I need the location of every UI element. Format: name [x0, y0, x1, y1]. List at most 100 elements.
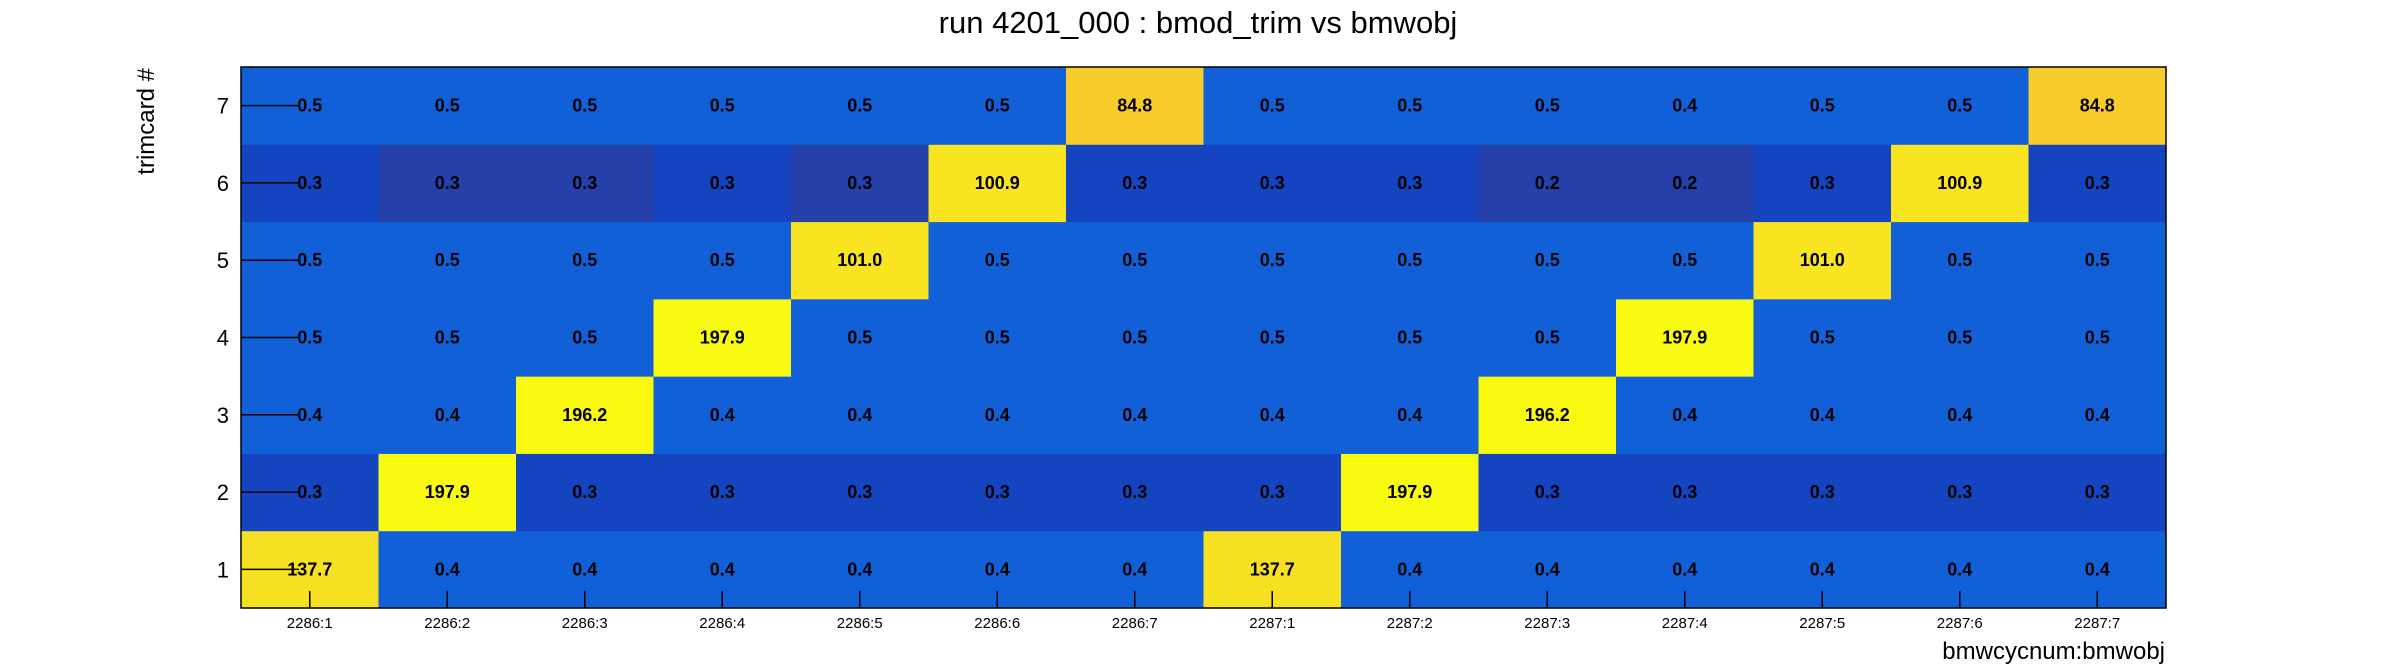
cell-value-label: 0.4: [572, 559, 597, 579]
cell-value-label: 0.4: [2085, 405, 2110, 425]
cell-value-label: 196.2: [562, 405, 607, 425]
heatmap-cell: [1066, 453, 1204, 532]
heatmap-cell: [2028, 144, 2167, 223]
cell-value-label: 0.3: [985, 482, 1010, 502]
cell-value-label: 100.9: [975, 173, 1020, 193]
cell-value-label: 0.2: [1672, 173, 1697, 193]
cell-value-label: 0.5: [572, 96, 597, 116]
heatmap-cell: [1616, 67, 1754, 145]
cell-value-label: 0.4: [435, 559, 460, 579]
cell-value-label: 197.9: [1387, 482, 1432, 502]
heatmap-cell: [653, 67, 792, 145]
heatmap-cell: [1891, 376, 2029, 454]
cell-value-label: 0.3: [847, 173, 872, 193]
cell-value-label: 0.4: [1397, 405, 1422, 425]
heatmap-cell: [791, 144, 929, 223]
cell-value-label: 0.3: [1260, 173, 1285, 193]
heatmap-cell: [516, 376, 654, 454]
cell-value-label: 0.5: [985, 250, 1010, 270]
heatmap-cell: [928, 453, 1067, 532]
heatmap-cell: [378, 376, 517, 454]
x-tick-label: 2287:4: [1662, 615, 1708, 632]
cell-value-label: 0.3: [2085, 482, 2110, 502]
heatmap-cell: [1753, 67, 1892, 145]
cell-value-label: 0.3: [847, 482, 872, 502]
cell-value-label: 137.7: [287, 559, 332, 579]
heatmap-cell: [653, 376, 792, 454]
heatmap-cell: [2028, 298, 2167, 377]
cell-value-label: 0.4: [2085, 559, 2110, 579]
x-tick-label: 2286:1: [287, 615, 333, 632]
heatmap-cell: [1616, 298, 1754, 377]
y-tick-label: 4: [217, 326, 229, 351]
cell-value-label: 0.3: [710, 173, 735, 193]
x-tick-label: 2287:5: [1799, 615, 1845, 632]
heatmap-cell: [1341, 376, 1479, 454]
y-tick-label: 5: [217, 248, 229, 273]
heatmap-cell: [1341, 298, 1479, 377]
heatmap-cell: [653, 221, 792, 300]
heatmap-cell: [1341, 221, 1479, 300]
cell-value-label: 0.3: [572, 173, 597, 193]
heatmap-cell: [653, 298, 792, 377]
cell-value-label: 0.5: [1810, 328, 1835, 348]
heatmap-cell: [1753, 453, 1892, 532]
cell-value-label: 0.5: [435, 96, 460, 116]
cell-value-label: 0.4: [710, 405, 735, 425]
heatmap-cell: [791, 67, 929, 145]
cell-value-label: 137.7: [1250, 559, 1295, 579]
heatmap-cell: [928, 376, 1067, 454]
cell-value-label: 0.4: [847, 405, 872, 425]
cell-value-label: 100.9: [1937, 173, 1982, 193]
cell-value-label: 197.9: [700, 328, 745, 348]
heatmap-cell: [516, 221, 654, 300]
cell-value-label: 0.4: [1810, 405, 1835, 425]
cell-value-label: 0.3: [1397, 173, 1422, 193]
heatmap-cell: [1066, 298, 1204, 377]
heatmap-cell: [928, 67, 1067, 145]
cell-value-label: 0.5: [435, 250, 460, 270]
heatmap-cell: [1891, 144, 2029, 223]
heatmap-cell: [791, 298, 929, 377]
cell-value-label: 0.5: [1672, 250, 1697, 270]
cell-value-label: 0.3: [1260, 482, 1285, 502]
x-tick-label: 2287:1: [1249, 615, 1295, 632]
heatmap-cell: [1753, 221, 1892, 300]
cell-value-label: 0.4: [847, 559, 872, 579]
x-tick-label: 2287:3: [1524, 615, 1570, 632]
cell-value-label: 196.2: [1525, 405, 1570, 425]
x-tick-label: 2286:6: [974, 615, 1020, 632]
heatmap-cell: [928, 144, 1067, 223]
x-tick-label: 2287:2: [1387, 615, 1433, 632]
heatmap-cell: [928, 221, 1067, 300]
y-axis: 1 2 3 4 5 6 7: [217, 94, 299, 582]
cell-value-label: 0.4: [297, 405, 322, 425]
cell-value-label: 0.4: [710, 559, 735, 579]
cell-value-label: 0.3: [572, 482, 597, 502]
cell-value-label: 0.5: [710, 96, 735, 116]
cell-value-label: 0.4: [1397, 559, 1422, 579]
x-axis-label: bmwcycnum:bmwobj: [1942, 638, 2165, 665]
cell-value-label: 0.4: [1810, 559, 1835, 579]
cell-value-label: 0.5: [2085, 250, 2110, 270]
heatmap-cell: [2028, 376, 2167, 454]
heatmap-cell: [378, 298, 517, 377]
heatmap-cell: [791, 221, 929, 300]
heatmap-cell: [1616, 144, 1754, 223]
cell-value-label: 0.5: [1260, 250, 1285, 270]
cell-value-label: 0.5: [1947, 328, 1972, 348]
cell-value-label: 0.4: [1535, 559, 1560, 579]
cell-value-label: 0.5: [1260, 328, 1285, 348]
cell-value-label: 0.5: [297, 250, 322, 270]
cell-value-label: 0.5: [1535, 250, 1560, 270]
cell-value-label: 0.5: [1947, 250, 1972, 270]
y-tick-label: 6: [217, 171, 229, 196]
heatmap-cell: [378, 221, 517, 300]
cell-value-label: 0.5: [297, 96, 322, 116]
heatmap-cell: [516, 144, 654, 223]
cell-value-label: 0.5: [1397, 328, 1422, 348]
chart-title: run 4201_000 : bmod_trim vs bmwobj: [939, 5, 1458, 40]
heatmap-cell: [2028, 221, 2167, 300]
heatmap-cell: [2028, 453, 2167, 532]
heatmap-cell: [378, 453, 517, 532]
